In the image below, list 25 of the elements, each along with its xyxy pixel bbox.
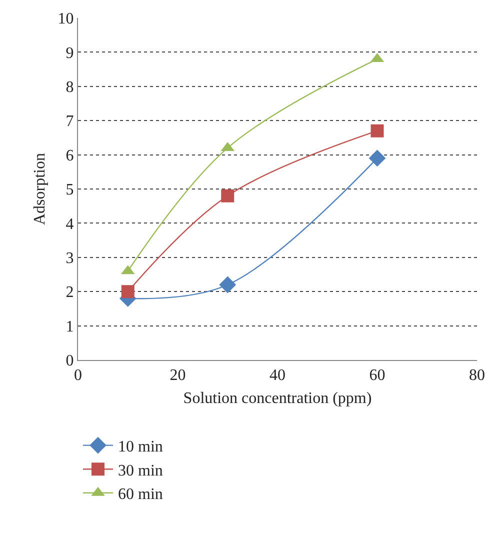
legend-label: 30 min bbox=[118, 462, 163, 480]
y-tick-label: 6 bbox=[66, 147, 74, 164]
point bbox=[221, 189, 234, 202]
y-axis-title: Adsorption bbox=[32, 153, 49, 225]
y-tick-label: 10 bbox=[58, 10, 74, 28]
x-tick-label: 40 bbox=[270, 367, 286, 384]
point bbox=[370, 124, 384, 138]
y-tick-label: 2 bbox=[66, 284, 74, 302]
legend-label: 10 min bbox=[118, 438, 163, 456]
y-tick-label: 8 bbox=[66, 79, 74, 96]
y-tick-label: 5 bbox=[66, 182, 74, 199]
y-tick-label: 4 bbox=[66, 216, 74, 233]
legend-label: 60 min bbox=[118, 486, 163, 504]
y-tick-label: 1 bbox=[66, 318, 74, 336]
point bbox=[219, 276, 236, 294]
x-tick-label: 20 bbox=[170, 367, 186, 384]
y-tick-label: 3 bbox=[66, 250, 74, 267]
x-tick-label: 80 bbox=[469, 367, 485, 384]
y-tick-label: 9 bbox=[66, 44, 74, 62]
y-tick-label: 7 bbox=[66, 113, 74, 130]
point bbox=[121, 285, 134, 298]
y-tick-label: 0 bbox=[66, 352, 74, 370]
x-tick-label: 60 bbox=[369, 367, 386, 384]
x-axis-title: Solution concentration (ppm) bbox=[183, 390, 372, 407]
point bbox=[368, 150, 386, 167]
